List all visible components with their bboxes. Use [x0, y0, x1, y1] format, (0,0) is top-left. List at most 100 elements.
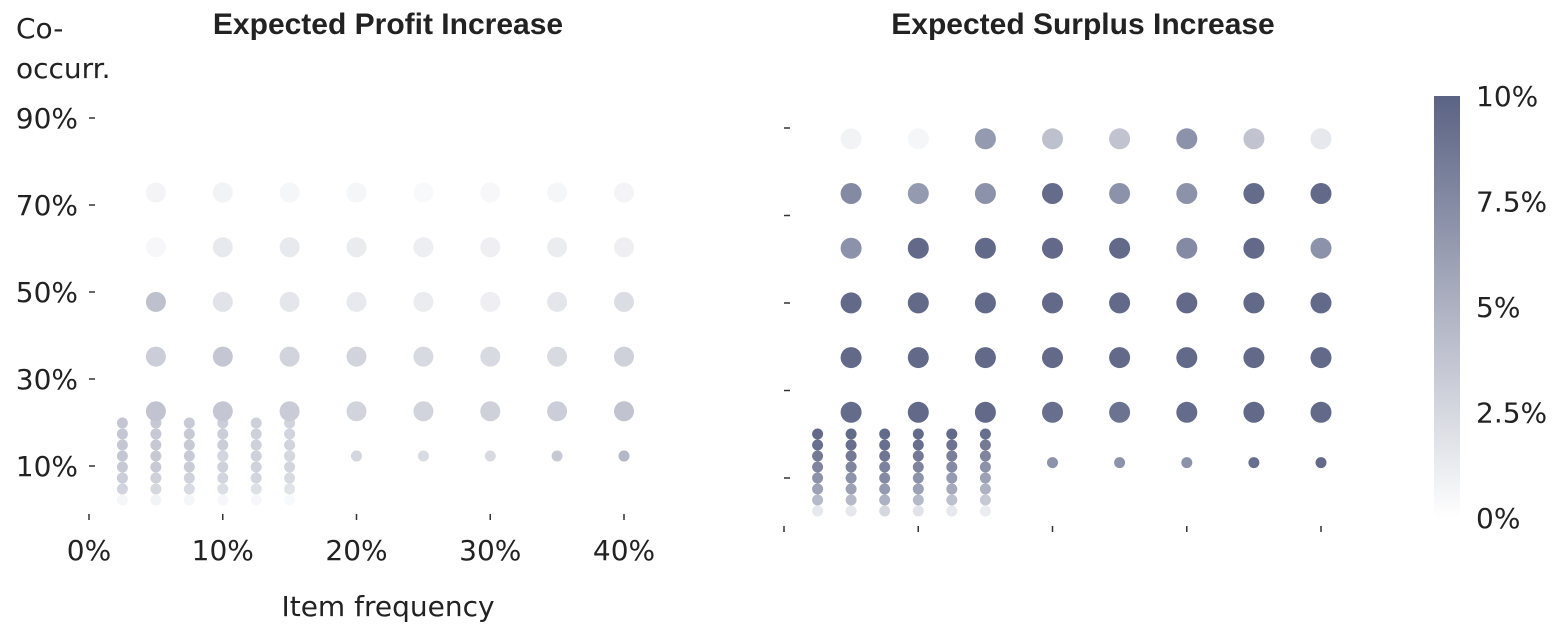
scatter-point	[974, 401, 996, 423]
scatter-point	[284, 439, 296, 451]
scatter-point	[212, 291, 233, 312]
scatter-point	[150, 483, 162, 495]
scatter-point	[217, 450, 229, 462]
y-axis-label-line2: occurr.	[16, 52, 111, 85]
scatter-point	[907, 183, 929, 204]
scatter-point	[417, 450, 429, 462]
scatter-point	[183, 439, 195, 451]
scatter-point	[1315, 457, 1327, 469]
scatter-point	[618, 450, 630, 462]
scatter-point	[217, 472, 229, 484]
scatter-point	[413, 346, 434, 367]
right-scatter-points	[812, 128, 1332, 517]
scatter-point	[183, 494, 195, 506]
scatter-point	[150, 439, 162, 451]
scatter-point	[279, 182, 300, 203]
scatter-point	[183, 483, 195, 495]
scatter-point	[907, 347, 929, 369]
y-tick-label: 70%	[16, 189, 78, 222]
scatter-point	[346, 401, 367, 422]
scatter-point	[145, 291, 166, 312]
scatter-point	[845, 450, 857, 462]
scatter-point	[250, 483, 262, 495]
scatter-point	[284, 428, 296, 440]
scatter-point	[812, 483, 824, 495]
scatter-point	[145, 237, 166, 258]
scatter-point	[116, 428, 128, 440]
scatter-point	[1109, 237, 1131, 259]
scatter-point	[946, 428, 958, 440]
scatter-point	[346, 182, 367, 203]
scatter-point	[217, 494, 229, 506]
scatter-point	[413, 182, 434, 203]
scatter-point	[974, 183, 996, 204]
scatter-point	[413, 237, 434, 258]
scatter-point	[217, 483, 229, 495]
right-chart-title: Expected Surplus Increase	[891, 8, 1275, 41]
scatter-point	[912, 439, 924, 451]
scatter-point	[812, 505, 824, 517]
left-y-axis-label: Co-occurr.	[16, 12, 111, 85]
scatter-point	[812, 461, 824, 473]
scatter-point	[946, 483, 958, 495]
scatter-point	[1243, 347, 1265, 369]
scatter-point	[912, 428, 924, 440]
scatter-point	[279, 401, 300, 422]
scatter-point	[879, 472, 891, 484]
scatter-point	[183, 450, 195, 462]
scatter-point	[974, 237, 996, 259]
scatter-point	[979, 472, 991, 484]
scatter-point	[614, 237, 634, 258]
colorbar-tick-label: 7.5%	[1476, 186, 1547, 219]
x-tick-label: 40%	[593, 534, 655, 567]
scatter-point	[1310, 183, 1332, 204]
scatter-point	[150, 494, 162, 506]
colorbar-tick-label: 5%	[1476, 291, 1520, 324]
scatter-point	[284, 494, 296, 506]
scatter-point	[1109, 401, 1131, 423]
scatter-point	[1042, 183, 1063, 204]
scatter-point	[212, 182, 233, 203]
scatter-point	[116, 483, 128, 495]
scatter-point	[1310, 128, 1332, 150]
scatter-point	[1042, 237, 1063, 259]
scatter-point	[480, 237, 501, 258]
scatter-point	[484, 450, 496, 462]
scatter-point	[907, 128, 929, 150]
scatter-point	[879, 505, 891, 517]
scatter-point	[974, 347, 996, 369]
scatter-point	[907, 401, 929, 423]
scatter-point	[547, 291, 568, 312]
colorbar	[1434, 96, 1460, 518]
scatter-point	[845, 505, 857, 517]
x-tick-label: 0%	[67, 534, 111, 567]
scatter-point	[284, 450, 296, 462]
scatter-point	[250, 472, 262, 484]
scatter-point	[212, 237, 233, 258]
scatter-point	[413, 401, 434, 422]
scatter-point	[279, 346, 300, 367]
scatter-point	[812, 494, 824, 506]
left-scatter-points	[116, 182, 634, 506]
scatter-point	[116, 494, 128, 506]
scatter-point	[480, 346, 501, 367]
scatter-point	[1042, 292, 1063, 314]
scatter-point	[946, 461, 958, 473]
scatter-point	[1310, 292, 1332, 314]
scatter-point	[284, 461, 296, 473]
scatter-point	[1176, 347, 1198, 369]
scatter-point	[946, 472, 958, 484]
scatter-point	[547, 346, 568, 367]
scatter-point	[979, 439, 991, 451]
scatter-point	[614, 291, 634, 312]
scatter-point	[150, 461, 162, 473]
scatter-point	[212, 346, 233, 367]
scatter-point	[1176, 292, 1198, 314]
scatter-point	[946, 450, 958, 462]
x-tick-label: 20%	[325, 534, 387, 567]
scatter-point	[845, 439, 857, 451]
scatter-point	[250, 461, 262, 473]
scatter-point	[547, 401, 568, 422]
scatter-point	[979, 494, 991, 506]
